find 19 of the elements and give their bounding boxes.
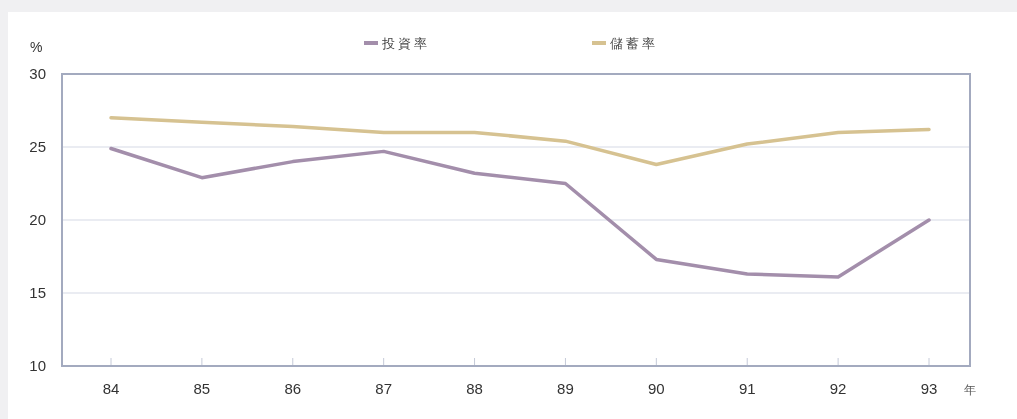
x-tick-label: 90 bbox=[647, 380, 665, 397]
legend-label: 儲蓄率 bbox=[610, 36, 658, 51]
x-tick-label: 84 bbox=[102, 380, 120, 397]
x-tick-label: 86 bbox=[284, 380, 302, 397]
x-tick-label: 91 bbox=[738, 380, 756, 397]
legend-label: 投資率 bbox=[381, 36, 430, 51]
x-tick-label: 88 bbox=[466, 380, 483, 397]
y-tick-label: 30 bbox=[29, 65, 46, 82]
y-tick-label: 15 bbox=[29, 284, 46, 301]
x-tick-label: 89 bbox=[557, 380, 574, 397]
y-axis-title: % bbox=[30, 39, 43, 55]
x-tick-label: 93 bbox=[920, 380, 938, 397]
y-tick-label: 20 bbox=[29, 211, 46, 228]
x-axis-title: 年 bbox=[964, 383, 976, 397]
x-tick-label: 85 bbox=[193, 380, 211, 397]
x-tick-label: 92 bbox=[829, 380, 847, 397]
y-tick-label: 10 bbox=[29, 357, 46, 374]
y-tick-label: 25 bbox=[29, 138, 46, 155]
x-tick-label: 87 bbox=[375, 380, 393, 397]
